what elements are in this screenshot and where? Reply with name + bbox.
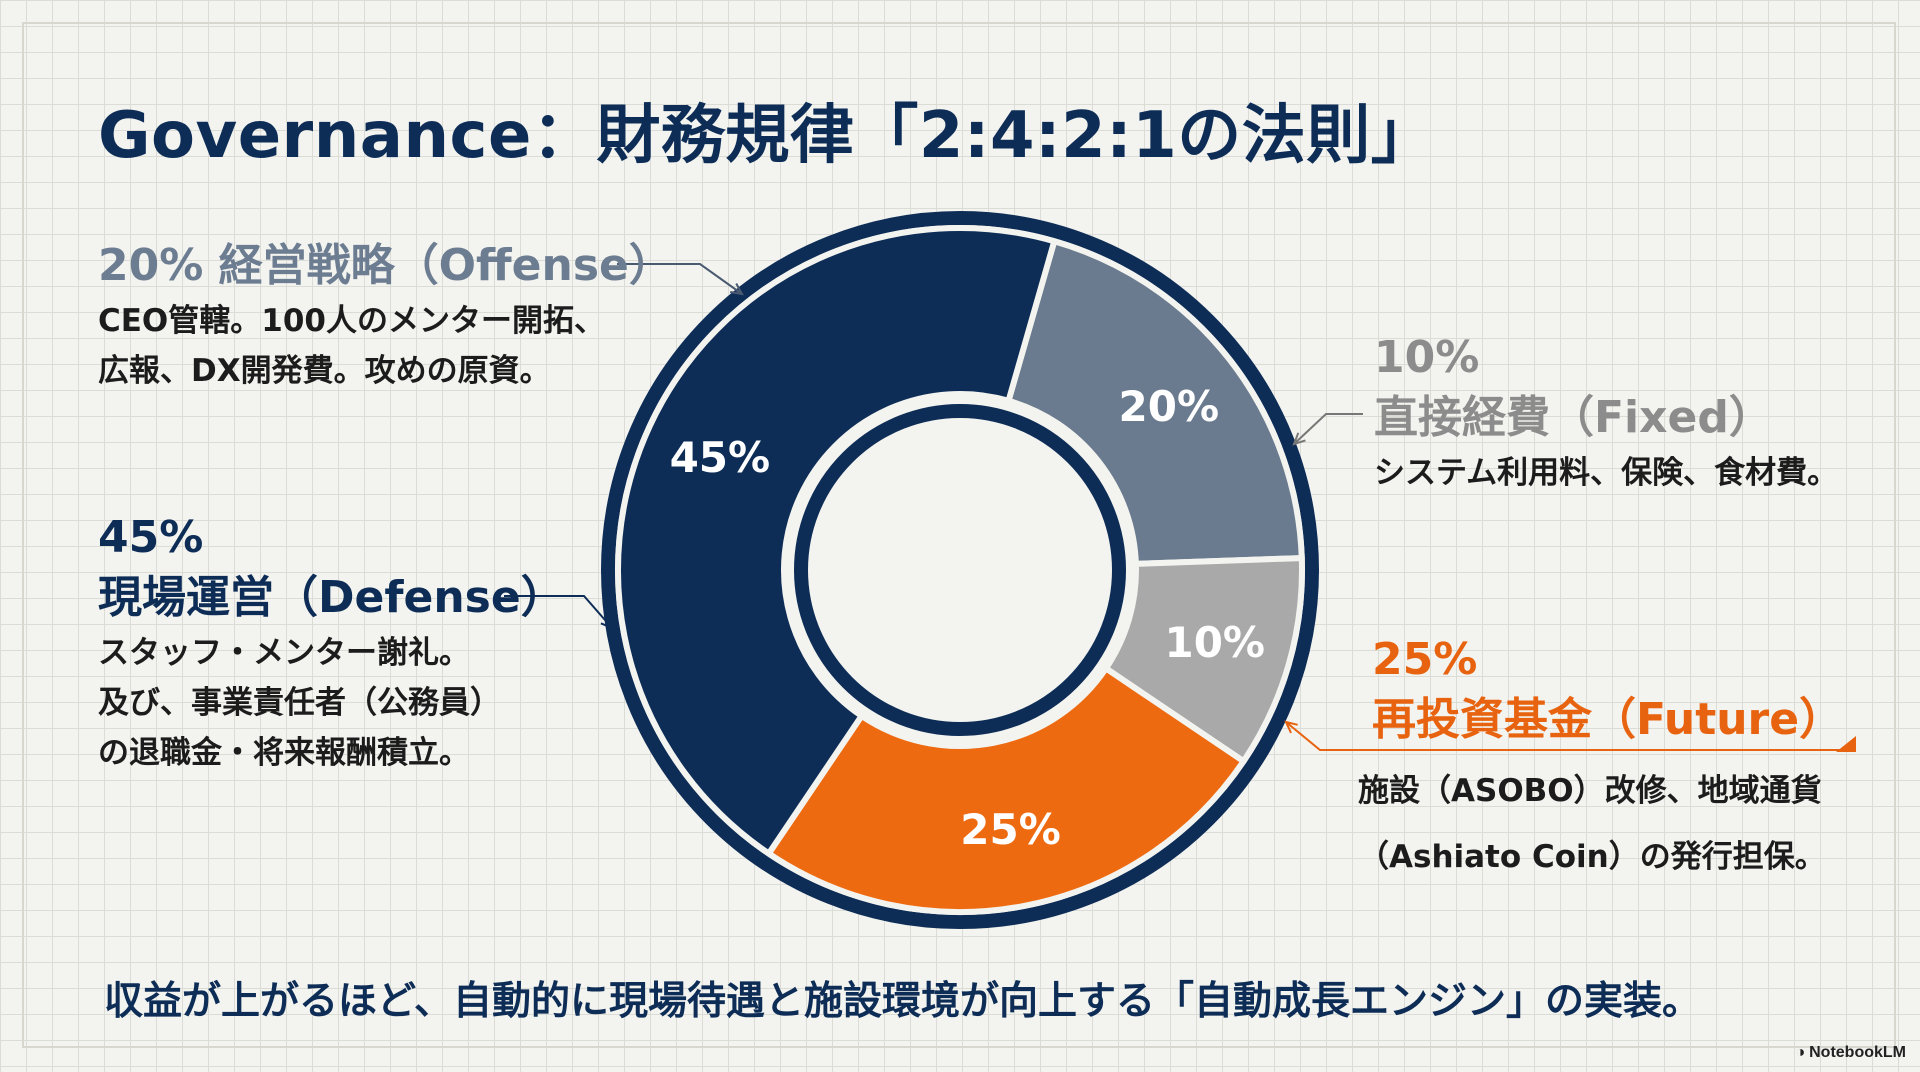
- defense-percent: 45%: [98, 512, 204, 563]
- underline-end-icon: [1836, 736, 1856, 752]
- fixed-desc-line: システム利用料、保険、食材費。: [1374, 455, 1839, 491]
- future-heading: 再投資基金（Future）: [1372, 694, 1844, 745]
- annotation-offense: 20% 経営戦略（Offense） CEO管轄。100人のメンター開拓、 広報、…: [98, 236, 673, 396]
- future-desc-line: 施設（ASOBO）改修、地域通貨: [1358, 773, 1822, 809]
- arrowhead-icon: [1292, 432, 1306, 446]
- fixed-percent: 10%: [1374, 332, 1480, 383]
- defense-connector: [504, 595, 613, 629]
- donut-slice: [615, 225, 1058, 857]
- slide-title: Governance：財務規律「2:4:2:1の法則」: [98, 99, 1436, 173]
- fixed-connector: [1293, 413, 1363, 445]
- slice-label: 10%: [1164, 618, 1265, 667]
- defense-desc-line: の退職金・将来報酬積立。: [98, 735, 470, 771]
- defense-desc-line: 及び、事業責任者（公務員）: [98, 685, 501, 721]
- defense-heading: 現場運営（Defense）: [98, 572, 565, 623]
- annotation-future: 25% 再投資基金（Future） 施設（ASOBO）改修、地域通貨 （Ashi…: [1358, 630, 1844, 882]
- slice-label: 20%: [1119, 382, 1220, 431]
- fixed-heading: 直接経費（Fixed）: [1374, 392, 1773, 443]
- donut-slice: [765, 665, 1247, 915]
- slice-label: 25%: [960, 805, 1061, 854]
- offense-desc-line: 広報、DX開発費。攻めの原資。: [98, 353, 551, 389]
- arrowhead-icon: [1284, 720, 1298, 734]
- defense-desc-line: スタッフ・メンター謝礼。: [98, 635, 470, 671]
- annotation-defense: 45% 現場運営（Defense） スタッフ・メンター謝礼。 及び、事業責任者（…: [98, 508, 565, 778]
- footer-message: 収益が上がるほど、自動的に現場待遇と施設環境が向上する「自動成長エンジン」の実装…: [104, 979, 1702, 1024]
- offense-desc-line: CEO管轄。100人のメンター開拓、: [98, 303, 605, 339]
- offense-heading: 20% 経営戦略（Offense）: [98, 240, 673, 291]
- arrowhead-icon: [600, 616, 614, 630]
- arrowhead-icon: [730, 282, 744, 296]
- donut-inner-ring: [794, 404, 1126, 736]
- future-connector: [1285, 721, 1850, 751]
- brand-mark: ◑ NotebookLM: [1795, 1044, 1906, 1062]
- slice-label: 45%: [670, 433, 771, 482]
- future-percent: 25%: [1372, 634, 1478, 685]
- brand-name: NotebookLM: [1809, 1044, 1906, 1061]
- offense-connector: [617, 263, 743, 295]
- notebooklm-icon: ◑: [1795, 1044, 1806, 1061]
- annotation-fixed: 10% 直接経費（Fixed） システム利用料、保険、食材費。: [1374, 328, 1838, 498]
- future-desc-line: （Ashiato Coin）の発行担保。: [1358, 839, 1826, 875]
- donut-slice: [1005, 238, 1305, 567]
